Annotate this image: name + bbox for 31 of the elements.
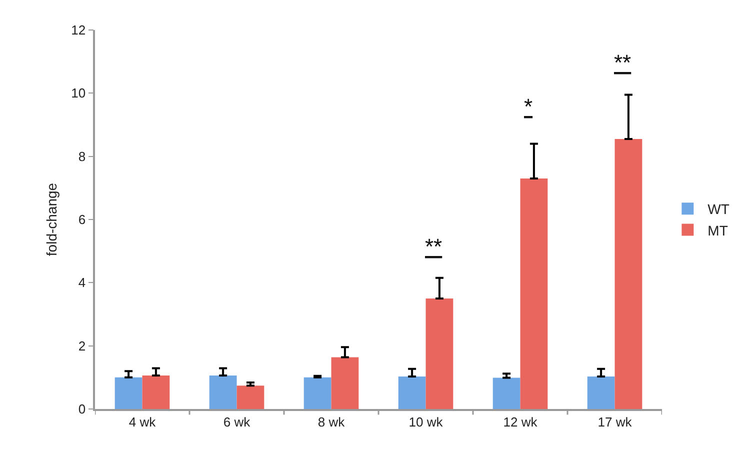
y-tick-label: 0 [78,402,86,417]
bar [142,376,170,409]
y-tick-label: 4 [78,275,86,290]
x-tick-label: 10 wk [408,414,444,430]
bar [236,386,264,409]
bar [304,377,332,409]
annotation: ** [614,50,632,75]
legend-label: WT [708,201,730,218]
annotation: * [524,94,533,119]
y-tick-label: 2 [78,338,86,354]
bar [209,376,237,409]
bar [614,138,642,409]
bar [587,376,615,409]
annotation: ** [425,234,443,259]
bar [520,178,548,409]
bar [426,298,454,409]
y-tick-label: 6 [78,212,86,228]
bar [492,378,520,409]
x-tick-label: 4 wk [128,414,156,430]
y-tick-label: 10 [71,86,86,101]
x-tick-label: 8 wk [318,414,346,430]
y-axis-title: fold-change [44,182,60,256]
x-tick-label: 17 wk [598,414,632,430]
legend-label: MT [708,222,728,238]
bar [114,377,142,409]
y-tick-label: 8 [78,148,86,164]
bar [331,357,359,409]
bar [398,376,426,409]
x-tick-label: 12 wk [503,414,538,430]
x-tick-label: 6 wk [223,414,251,430]
y-tick-label: 12 [71,22,86,38]
